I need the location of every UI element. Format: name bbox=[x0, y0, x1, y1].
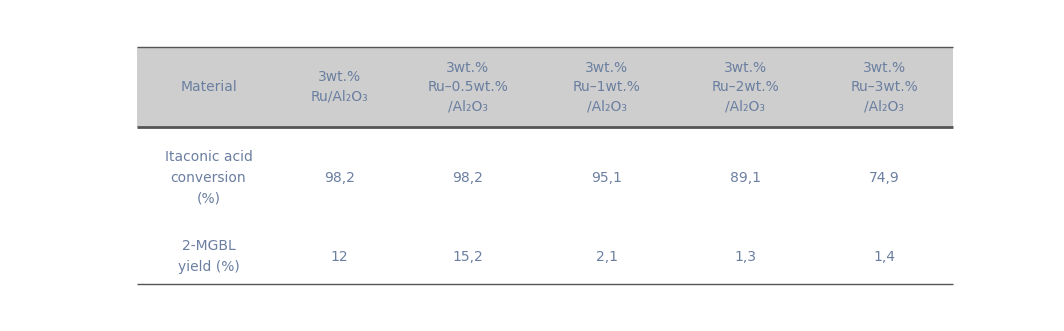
Text: 74,9: 74,9 bbox=[868, 171, 899, 185]
Text: 1,3: 1,3 bbox=[734, 250, 757, 263]
Text: 3wt.%
Ru–3wt.%
/Al₂O₃: 3wt.% Ru–3wt.% /Al₂O₃ bbox=[850, 61, 918, 114]
Bar bbox=[137, 47, 953, 127]
Text: 3wt.%
Ru/Al₂O₃: 3wt.% Ru/Al₂O₃ bbox=[311, 70, 368, 104]
Text: 3wt.%
Ru–2wt.%
/Al₂O₃: 3wt.% Ru–2wt.% /Al₂O₃ bbox=[712, 61, 779, 114]
Text: 98,2: 98,2 bbox=[452, 171, 483, 185]
Text: 95,1: 95,1 bbox=[592, 171, 622, 185]
Text: 89,1: 89,1 bbox=[730, 171, 761, 185]
Text: Itaconic acid
conversion
(%): Itaconic acid conversion (%) bbox=[165, 150, 252, 205]
Text: 3wt.%
Ru–1wt.%
/Al₂O₃: 3wt.% Ru–1wt.% /Al₂O₃ bbox=[572, 61, 641, 114]
Text: 3wt.%
Ru–0.5wt.%
/Al₂O₃: 3wt.% Ru–0.5wt.% /Al₂O₃ bbox=[428, 61, 509, 114]
Text: 12: 12 bbox=[330, 250, 348, 263]
Text: 2,1: 2,1 bbox=[596, 250, 617, 263]
Text: 15,2: 15,2 bbox=[452, 250, 483, 263]
Text: 1,4: 1,4 bbox=[874, 250, 895, 263]
Text: 2-MGBL
yield (%): 2-MGBL yield (%) bbox=[178, 239, 239, 274]
Text: 98,2: 98,2 bbox=[323, 171, 354, 185]
Text: Material: Material bbox=[180, 80, 237, 94]
